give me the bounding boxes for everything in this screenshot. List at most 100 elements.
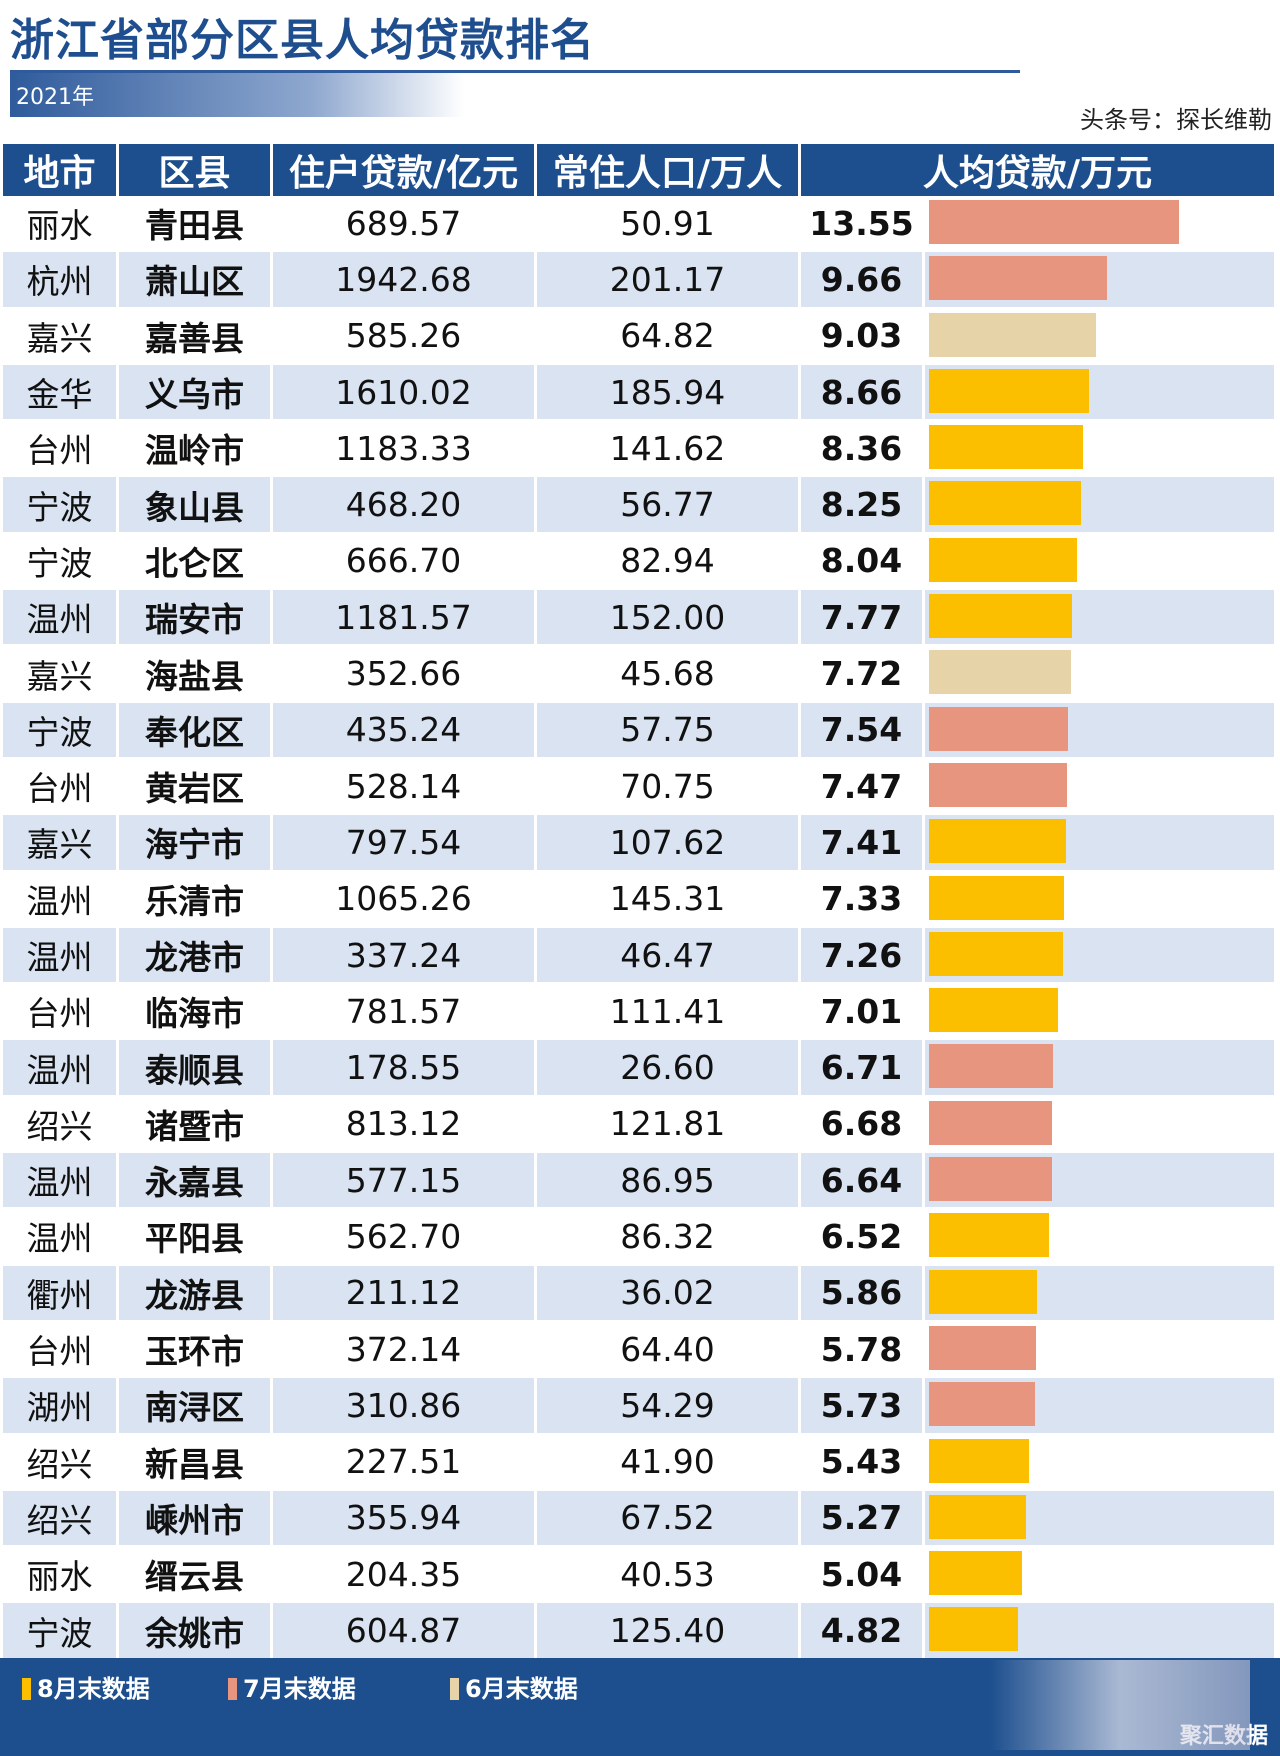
cell-per-capita: 6.71 — [801, 1040, 925, 1097]
cell-loan: 562.70 — [273, 1209, 537, 1266]
cell-loan: 468.20 — [273, 477, 537, 534]
cell-population: 46.47 — [537, 927, 801, 985]
cell-city: 金华 — [3, 364, 119, 422]
cell-county: 余姚市 — [119, 1603, 273, 1660]
cell-loan: 604.87 — [273, 1603, 537, 1660]
per-capita-bar — [929, 819, 1066, 864]
cell-population: 86.32 — [537, 1209, 801, 1266]
cell-population: 107.62 — [537, 815, 801, 872]
table-row: 宁波 余姚市 604.87 125.40 4.82 — [3, 1603, 1277, 1660]
cell-loan: 337.24 — [273, 927, 537, 985]
cell-loan: 666.70 — [273, 533, 537, 591]
legend-item-aug: 8月末数据 — [22, 1669, 150, 1704]
legend-item-jun: 6月末数据 — [450, 1669, 578, 1704]
cell-county: 玉环市 — [119, 1321, 273, 1379]
cell-loan: 1942.68 — [273, 252, 537, 309]
cell-per-capita: 9.03 — [801, 308, 925, 365]
cell-per-capita: 7.47 — [801, 758, 925, 816]
cell-population: 86.95 — [537, 1153, 801, 1210]
bar-cell — [925, 1040, 1277, 1097]
cell-per-capita: 8.36 — [801, 421, 925, 478]
legend-swatch-aug — [22, 1678, 31, 1700]
source-label: 头条号：探长维勒 — [1080, 106, 1272, 134]
table-row: 绍兴 嵊州市 355.94 67.52 5.27 — [3, 1490, 1277, 1548]
cell-population: 56.77 — [537, 477, 801, 534]
cell-city: 丽水 — [3, 1547, 119, 1604]
cell-loan: 352.66 — [273, 646, 537, 703]
cell-loan: 178.55 — [273, 1040, 537, 1097]
cell-county: 临海市 — [119, 984, 273, 1041]
bar-cell — [925, 815, 1277, 872]
year-banner: 2021年 — [10, 70, 1020, 117]
cell-county: 龙游县 — [119, 1265, 273, 1322]
cell-city: 温州 — [3, 1040, 119, 1097]
cell-per-capita: 5.43 — [801, 1434, 925, 1491]
cell-per-capita: 8.04 — [801, 533, 925, 591]
per-capita-bar — [929, 537, 1077, 582]
cell-city: 温州 — [3, 927, 119, 985]
table-row: 台州 临海市 781.57 111.41 7.01 — [3, 984, 1277, 1041]
table-row: 温州 平阳县 562.70 86.32 6.52 — [3, 1209, 1277, 1266]
bar-cell — [925, 702, 1277, 759]
cell-population: 64.82 — [537, 308, 801, 365]
cell-county: 奉化区 — [119, 702, 273, 759]
cell-county: 乐清市 — [119, 871, 273, 928]
cell-city: 丽水 — [3, 196, 119, 253]
legend-swatch-jul — [228, 1678, 237, 1700]
cell-loan: 227.51 — [273, 1434, 537, 1491]
cell-city: 嘉兴 — [3, 815, 119, 872]
cell-city: 台州 — [3, 984, 119, 1041]
cell-per-capita: 7.41 — [801, 815, 925, 872]
cell-loan: 689.57 — [273, 196, 537, 253]
cell-population: 201.17 — [537, 252, 801, 309]
cell-population: 152.00 — [537, 590, 801, 647]
col-header-loan: 住户贷款/亿元 — [273, 144, 537, 196]
cell-population: 45.68 — [537, 646, 801, 703]
per-capita-bar — [929, 1438, 1029, 1483]
table-row: 温州 永嘉县 577.15 86.95 6.64 — [3, 1153, 1277, 1210]
table-row: 温州 泰顺县 178.55 26.60 6.71 — [3, 1040, 1277, 1097]
cell-county: 黄岩区 — [119, 758, 273, 816]
table-row: 绍兴 诸暨市 813.12 121.81 6.68 — [3, 1096, 1277, 1154]
cell-city: 绍兴 — [3, 1490, 119, 1548]
cell-loan: 1183.33 — [273, 421, 537, 478]
bar-cell — [925, 871, 1277, 928]
table-row: 宁波 象山县 468.20 56.77 8.25 — [3, 477, 1277, 534]
cell-population: 82.94 — [537, 533, 801, 591]
per-capita-bar — [929, 1044, 1053, 1089]
cell-loan: 577.15 — [273, 1153, 537, 1210]
per-capita-bar — [929, 481, 1081, 526]
cell-per-capita: 9.66 — [801, 252, 925, 309]
col-header-population: 常住人口/万人 — [537, 144, 801, 196]
cell-city: 嘉兴 — [3, 308, 119, 365]
table-row: 杭州 萧山区 1942.68 201.17 9.66 — [3, 252, 1277, 309]
cell-per-capita: 7.26 — [801, 927, 925, 985]
cell-per-capita: 7.33 — [801, 871, 925, 928]
cell-city: 湖州 — [3, 1378, 119, 1435]
cell-county: 温岭市 — [119, 421, 273, 478]
cell-loan: 585.26 — [273, 308, 537, 365]
table-row: 绍兴 新昌县 227.51 41.90 5.43 — [3, 1434, 1277, 1491]
bar-cell — [925, 1321, 1277, 1379]
table-row: 台州 黄岩区 528.14 70.75 7.47 — [3, 758, 1277, 816]
cell-per-capita: 7.72 — [801, 646, 925, 703]
bar-cell — [925, 590, 1277, 647]
cell-loan: 310.86 — [273, 1378, 537, 1435]
cell-population: 36.02 — [537, 1265, 801, 1322]
bar-cell — [925, 1378, 1277, 1435]
cell-county: 龙港市 — [119, 927, 273, 985]
cell-per-capita: 7.54 — [801, 702, 925, 759]
cell-city: 台州 — [3, 758, 119, 816]
cell-county: 诸暨市 — [119, 1096, 273, 1154]
cell-loan: 211.12 — [273, 1265, 537, 1322]
cell-city: 温州 — [3, 1153, 119, 1210]
table-row: 衢州 龙游县 211.12 36.02 5.86 — [3, 1265, 1277, 1322]
col-header-county: 区县 — [119, 144, 273, 196]
legend-item-jul: 7月末数据 — [228, 1669, 356, 1704]
per-capita-bar — [929, 312, 1096, 357]
cell-per-capita: 6.64 — [801, 1153, 925, 1210]
cell-per-capita: 8.66 — [801, 364, 925, 422]
per-capita-bar — [929, 256, 1107, 301]
bar-cell — [925, 1209, 1277, 1266]
cell-population: 70.75 — [537, 758, 801, 816]
